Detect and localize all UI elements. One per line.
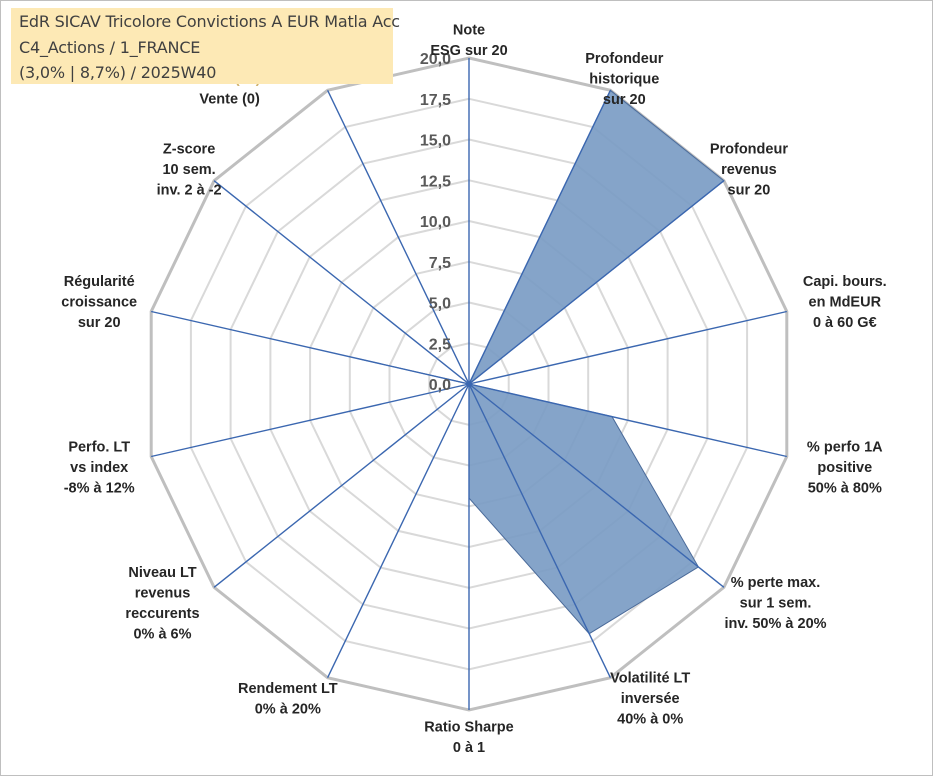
axis-label: Perfo. LT vs index -8% à 12% bbox=[64, 440, 135, 497]
axis-label: Note ESG sur 20 bbox=[430, 23, 507, 60]
axis-label: Ratio Sharpe 0 à 1 bbox=[424, 720, 513, 757]
r-tick-label: 0,0 bbox=[429, 377, 451, 394]
r-tick-label: 17,5 bbox=[420, 92, 451, 109]
axis-spoke bbox=[468, 89, 612, 385]
axis-spoke bbox=[151, 310, 470, 385]
radar-tick-labels: 0,0 2,5 5,0 7,5 10,0 12,5 15,0 17,5 20,0 bbox=[420, 51, 451, 394]
axis-label: Profondeur historique sur 20 bbox=[585, 51, 663, 108]
r-tick-label: 10,0 bbox=[420, 214, 451, 231]
radar-spokes bbox=[151, 58, 787, 710]
axis-spoke bbox=[468, 383, 787, 458]
chart-title-box: EdR SICAV Tricolore Convictions A EUR Ma… bbox=[11, 8, 400, 84]
r-tick-label: 7,5 bbox=[429, 255, 451, 272]
axis-label: Profondeur revenus sur 20 bbox=[710, 142, 788, 199]
axis-spoke bbox=[326, 383, 470, 679]
axis-spoke bbox=[468, 383, 612, 679]
r-tick-label: 12,5 bbox=[420, 173, 451, 190]
axis-spoke bbox=[468, 310, 787, 385]
axis-spoke bbox=[213, 180, 470, 385]
series-area bbox=[357, 89, 725, 635]
chart-subtitle-stats: (3,0% | 8,7%) / 2025W40 bbox=[19, 63, 217, 82]
axis-spoke bbox=[326, 89, 470, 385]
axis-label: Niveau LT revenus reccurents 0% à 6% bbox=[125, 565, 199, 643]
axis-label: Rendement LT 0% à 20% bbox=[238, 681, 338, 718]
axis-label: % perte max. sur 1 sem. inv. 50% à 20% bbox=[724, 575, 826, 632]
r-tick-label: 5,0 bbox=[429, 296, 451, 313]
axis-spoke bbox=[151, 383, 470, 458]
r-tick-label: 20,0 bbox=[420, 51, 451, 68]
axis-label: Régularité croissance sur 20 bbox=[61, 274, 137, 331]
chart-title: EdR SICAV Tricolore Convictions A EUR Ma… bbox=[19, 12, 400, 31]
r-tick-label: 15,0 bbox=[420, 133, 451, 150]
axis-spoke bbox=[468, 180, 725, 385]
axis-label: Volatilité LT inversée 40% à 0% bbox=[610, 671, 690, 728]
radar-series bbox=[357, 89, 725, 635]
axis-spoke bbox=[213, 383, 470, 588]
axis-label: % perfo 1A positive 50% à 80% bbox=[807, 440, 883, 497]
axis-spoke bbox=[468, 383, 725, 588]
r-tick-label: 2,5 bbox=[429, 336, 451, 353]
chart-subtitle-category: C4_Actions / 1_FRANCE bbox=[19, 38, 201, 57]
axis-label: Capi. bours. en MdEUR 0 à 60 G€ bbox=[803, 274, 887, 331]
axis-label: Z-score 10 sem. inv. 2 à -2 bbox=[157, 142, 222, 199]
